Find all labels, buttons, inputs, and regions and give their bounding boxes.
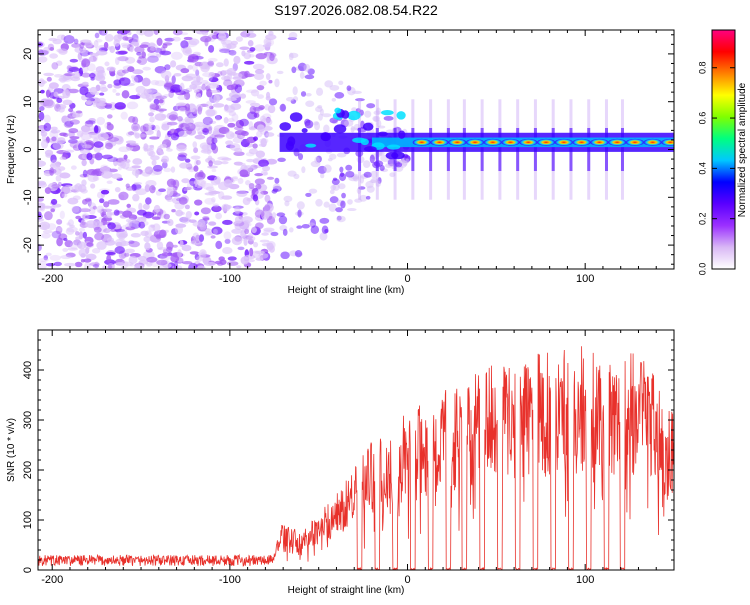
snr-panel: -200 -100 0 100 0 100 200 300 400 Height of strai…	[6, 329, 675, 596]
colorbar-tick-label: 0.0	[697, 263, 707, 276]
snr-ylabel: SNR (10 * v/v)	[6, 418, 17, 482]
spec-ytick-label: 20	[22, 48, 34, 60]
colorbar-tick-label: 0.4	[697, 162, 707, 175]
snr-xlabel: Height of straight line (km)	[288, 585, 405, 596]
colorbar-gradient	[711, 29, 736, 270]
spec-ylabel: Frequency (Hz)	[6, 115, 17, 184]
spec-xtick-label: -200	[41, 273, 63, 285]
snr-xtick-label: 0	[404, 574, 410, 586]
colorbar-tick-label: 0.2	[697, 212, 707, 225]
snr-ytick-label: 400	[22, 361, 34, 379]
colorbar-tick-label: 0.6	[697, 112, 707, 125]
spectrogram-texture	[38, 30, 674, 269]
spec-ytick-label: -20	[22, 237, 34, 253]
snr-xtick-label: -100	[219, 574, 241, 586]
spec-xtick-label: 100	[576, 273, 594, 285]
snr-series-line	[38, 346, 674, 570]
snr-ytick-label: 0	[22, 567, 34, 573]
snr-ytick-label: 100	[22, 511, 34, 529]
snr-ytick-label: 300	[22, 411, 34, 429]
snr-xtick-label: -200	[41, 574, 63, 586]
colorbar-label: Normalized spectral amplitude	[737, 82, 748, 217]
chart-title: S197.2026.082.08.54.R22	[274, 2, 438, 18]
snr-ytick-label: 200	[22, 461, 34, 479]
snr-xtick-label: 100	[576, 574, 594, 586]
snr-frame	[37, 329, 675, 571]
spec-xtick-label: 0	[404, 273, 410, 285]
colorbar-tick-label: 0.8	[697, 61, 707, 74]
spec-xlabel: Height of straight line (km)	[288, 285, 405, 296]
spec-ytick-label: 10	[22, 96, 34, 108]
spec-ytick-label: 0	[22, 146, 34, 152]
spec-ytick-label: -10	[22, 189, 34, 205]
colorbar: 0.0 0.2 0.4 0.6 0.8 Normalized spectral ampli…	[697, 29, 748, 276]
spec-xtick-label: -100	[219, 273, 241, 285]
